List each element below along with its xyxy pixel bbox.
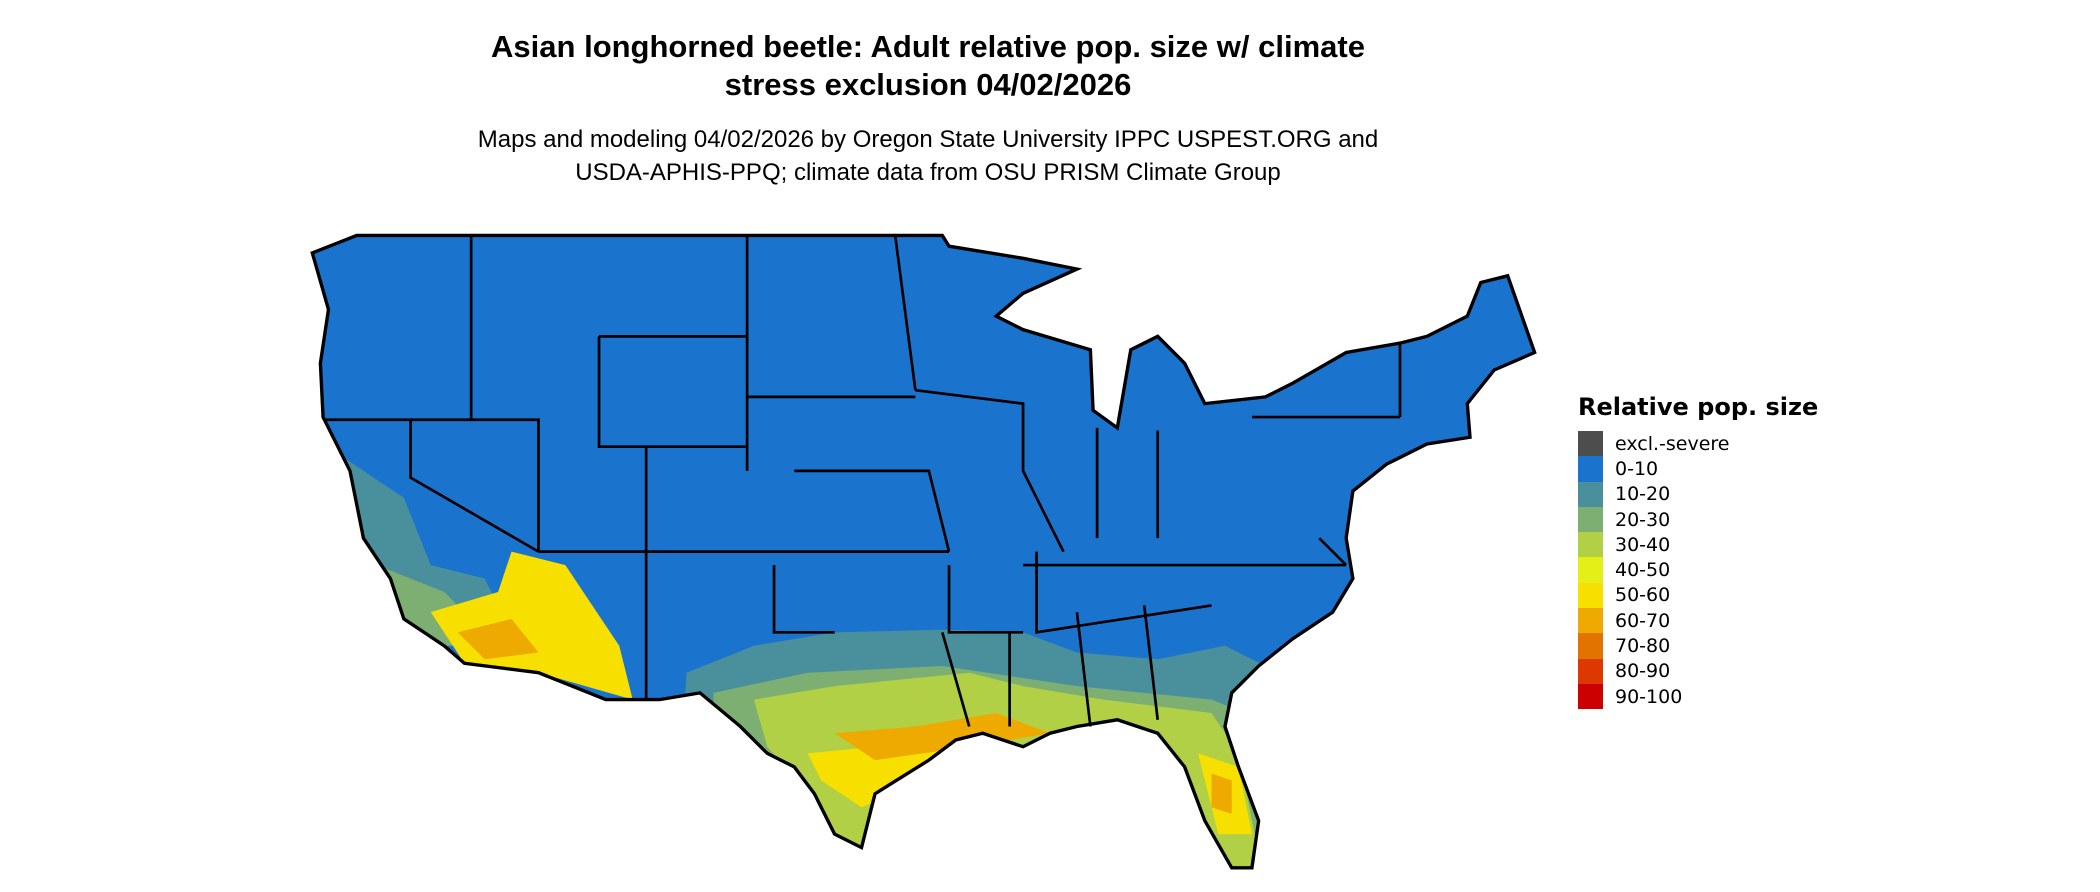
chart-subtitle-line-2: USDA-APHIS-PPQ; climate data from OSU PR… <box>575 159 1281 186</box>
legend-swatch <box>1578 481 1603 507</box>
chart-subtitle-line-1: Maps and modeling 04/02/2026 by Oregon S… <box>477 126 1379 153</box>
legend-swatch <box>1578 557 1603 583</box>
legend-item: 40-50 <box>1578 557 1818 583</box>
legend-label: 50-60 <box>1615 584 1671 607</box>
legend-item: 90-100 <box>1578 683 1818 710</box>
legend-label: 90-100 <box>1615 685 1683 708</box>
legend-item: excl.-severe <box>1578 431 1818 457</box>
legend-item: 20-30 <box>1578 506 1818 533</box>
legend-label: 60-70 <box>1615 609 1671 632</box>
zone-50-60 <box>430 551 1252 835</box>
legend-label: 70-80 <box>1615 635 1671 658</box>
legend-swatch <box>1578 683 1603 710</box>
legend-label: 10-20 <box>1615 483 1671 506</box>
legend-item: 80-90 <box>1578 658 1818 684</box>
legend-swatch <box>1578 431 1603 457</box>
state-borders <box>323 235 1402 727</box>
legend-item: 10-20 <box>1578 481 1818 507</box>
country-outline <box>310 233 1537 870</box>
legend-swatch <box>1578 633 1603 659</box>
legend-swatch <box>1578 582 1603 609</box>
legend-swatch <box>1578 456 1603 482</box>
legend-label: excl.-severe <box>1615 432 1730 455</box>
chart-title-line-1: Asian longhorned beetle: Adult relative … <box>491 29 1365 64</box>
legend-label: 40-50 <box>1615 559 1671 582</box>
legend-swatch <box>1578 658 1603 684</box>
legend-item: 50-60 <box>1578 582 1818 609</box>
legend-item: 70-80 <box>1578 633 1818 659</box>
legend-label: 0-10 <box>1615 457 1659 480</box>
legend-swatch <box>1578 608 1603 634</box>
legend-item: 60-70 <box>1578 608 1818 634</box>
legend-swatch <box>1578 532 1603 558</box>
legend-label: 20-30 <box>1615 508 1671 531</box>
legend-item: 0-10 <box>1578 456 1818 482</box>
legend: Relative pop. size excl.-severe 0-10 10-20… <box>1578 393 1819 710</box>
legend-label: 30-40 <box>1615 533 1671 556</box>
legend-title: Relative pop. size <box>1578 393 1819 421</box>
chart-title-line-2: stress exclusion 04/02/2026 <box>724 67 1132 102</box>
legend-label: 80-90 <box>1615 660 1671 683</box>
legend-item: 30-40 <box>1578 532 1818 558</box>
legend-swatch <box>1578 506 1603 533</box>
